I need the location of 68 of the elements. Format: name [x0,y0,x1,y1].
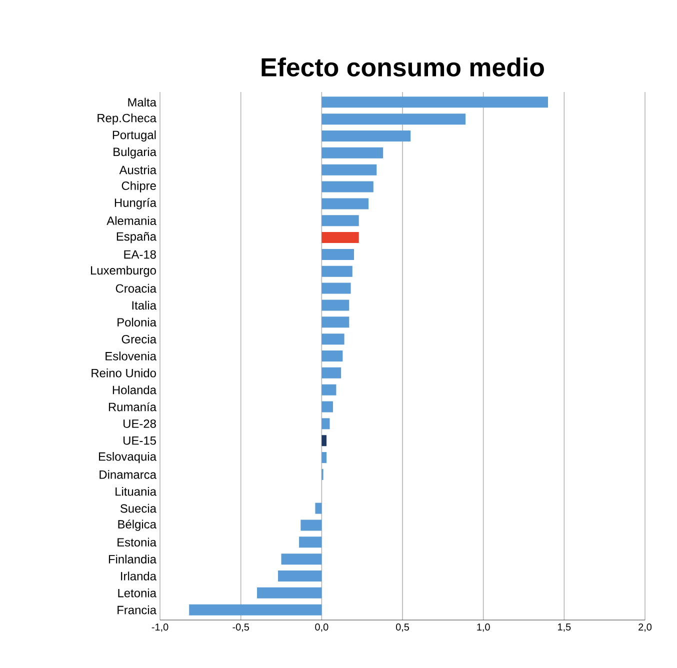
bar [322,435,327,446]
bar [322,181,374,192]
y-tick-label: Bélgica [118,520,156,531]
y-tick-label: Estonia [118,538,156,547]
bar [322,147,384,158]
y-tick-label: Malta [128,98,156,107]
y-tick-label: Luxemburgo [91,266,156,277]
x-tick-label: 1,5 [558,624,571,632]
y-tick-label: Bulgaria [114,147,156,158]
y-tick-label: Polonia [118,318,156,327]
y-tick-label: Lituania [116,487,156,496]
y-tick-label: Chipre [122,181,156,192]
bar [322,418,330,430]
x-tick-label: -1,0 [152,624,168,632]
bar [300,520,322,531]
bar [278,570,322,582]
y-tick-label: Holanda [112,385,156,394]
y-tick-label: España [116,232,156,244]
y-tick-label: Dinamarca [100,470,156,479]
x-tick-label: 0,5 [396,624,410,632]
y-tick-label: Reino Unido [92,368,156,378]
y-tick-label: Francia [118,605,156,614]
bar [322,334,344,345]
y-tick-label: Eslovaquia [98,452,156,464]
bar [322,300,350,311]
x-tick-label: 2,0 [638,624,652,632]
y-tick-label: UE-28 [124,419,156,428]
y-tick-label: Alemania [106,216,156,225]
bar [322,232,359,244]
y-tick-label: EA-18 [124,250,156,259]
chart-title: Efecto consumo medio [262,57,544,76]
bar [322,367,342,378]
x-tick-label: -0,5 [232,624,250,632]
y-tick-label: UE-15 [124,436,156,445]
x-tick-label: 0,0 [315,624,328,632]
y-tick-label: Suecia [120,504,156,513]
bar [322,350,343,362]
bar [281,554,322,565]
bar [322,282,351,294]
bar [322,198,369,210]
x-tick-label: 1,0 [477,624,490,632]
y-tick-label: Italia [132,300,156,310]
y-tick-label: Rep.Checa [98,114,156,125]
bar [257,587,322,598]
y-tick-label: Austria [119,165,156,174]
bar [322,114,466,125]
y-tick-label: Irlanda [121,572,156,580]
y-tick-label: Eslovenia [106,352,156,360]
bar [299,536,322,548]
y-tick-label: Portugal [112,130,156,142]
y-tick-label: Letonia [118,588,156,598]
bar [322,96,548,108]
y-tick-label: Rumanía [108,402,156,412]
bar [322,316,350,328]
y-tick-label: Finlandia [108,554,156,564]
bar [322,130,411,142]
bar [322,215,359,226]
bar [315,502,322,514]
bar [322,266,352,277]
bar [322,384,336,396]
bar [322,164,377,176]
y-tick-label: Grecia [122,334,156,344]
bar [322,248,354,260]
y-tick-label: Hungría [114,198,156,210]
bar [189,604,322,616]
y-tick-label: Croacia [116,284,156,293]
bar [322,401,333,412]
bar [322,452,327,464]
